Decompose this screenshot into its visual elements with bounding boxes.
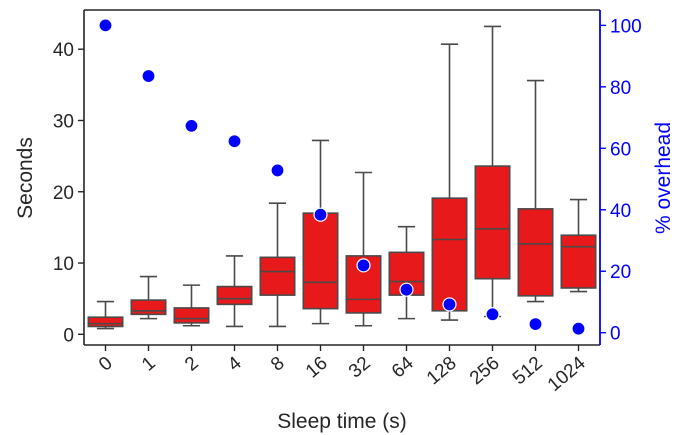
- box-rect: [474, 165, 511, 280]
- box-rect: [173, 307, 210, 324]
- overhead-point-32: [356, 258, 371, 273]
- x-tick-label: 128: [423, 353, 461, 389]
- x-tick-label: 32: [345, 353, 375, 383]
- box-32: [345, 171, 382, 327]
- overhead-point-4: [227, 134, 242, 149]
- y-tick-label: 40: [53, 40, 74, 61]
- box-64: [388, 225, 425, 320]
- x-tick-label: 1024: [544, 352, 590, 396]
- y-right-tick-label: 60: [610, 139, 631, 160]
- overhead-point-16: [313, 207, 328, 222]
- y-tick-label: 20: [53, 183, 74, 204]
- box-1: [130, 275, 167, 320]
- box-rect: [259, 256, 296, 296]
- x-tick-label: 256: [466, 353, 504, 389]
- overhead-series: [98, 18, 586, 336]
- box-128: [431, 43, 468, 321]
- y-tick-label: 0: [63, 325, 74, 346]
- y-tick-label: 10: [53, 254, 74, 275]
- box-1024: [560, 198, 597, 293]
- y-tick-label: 30: [53, 111, 74, 132]
- box-series: [87, 25, 597, 330]
- x-tick-label: 0: [95, 353, 117, 376]
- y-right-tick-label: 80: [610, 78, 631, 99]
- overhead-point-8: [270, 163, 285, 178]
- box-rect: [87, 316, 124, 328]
- box-rect: [431, 197, 468, 312]
- y-right-tick-label: 40: [610, 201, 631, 222]
- y-right-tick-label: 100: [610, 16, 642, 37]
- y-right-tick-label: 0: [610, 324, 621, 345]
- box-8: [259, 202, 296, 328]
- box-rect: [130, 299, 167, 316]
- box-4: [216, 255, 253, 328]
- x-tick-label: 512: [509, 353, 547, 389]
- box-16: [302, 139, 339, 325]
- box-rect: [216, 285, 253, 306]
- x-tick-label: 1: [138, 353, 160, 376]
- overhead-point-0: [98, 18, 113, 33]
- box-0: [87, 300, 124, 330]
- x-axis-title: Sleep time (s): [277, 410, 407, 433]
- overhead-point-1024: [571, 321, 586, 336]
- box-2: [173, 284, 210, 327]
- overhead-point-256: [485, 307, 500, 322]
- box-512: [517, 79, 554, 303]
- box-rect: [517, 208, 554, 297]
- box-256: [474, 25, 511, 318]
- box-rect: [560, 234, 597, 289]
- x-tick-label: 64: [388, 352, 418, 382]
- y-axis-title: Seconds: [14, 137, 37, 219]
- y-axis-right-title: % overhead: [652, 122, 675, 234]
- overhead-point-2: [184, 118, 199, 133]
- x-tick-label: 16: [302, 353, 332, 383]
- x-tick-label: 2: [181, 353, 203, 376]
- x-tick-label: 4: [224, 352, 246, 375]
- box-rect: [302, 212, 339, 310]
- x-tick-label: 8: [267, 353, 289, 376]
- overhead-point-1: [141, 68, 156, 84]
- overhead-point-128: [442, 297, 457, 312]
- overhead-point-64: [399, 282, 414, 297]
- overhead-point-512: [528, 317, 543, 332]
- y-right-tick-label: 20: [610, 262, 631, 283]
